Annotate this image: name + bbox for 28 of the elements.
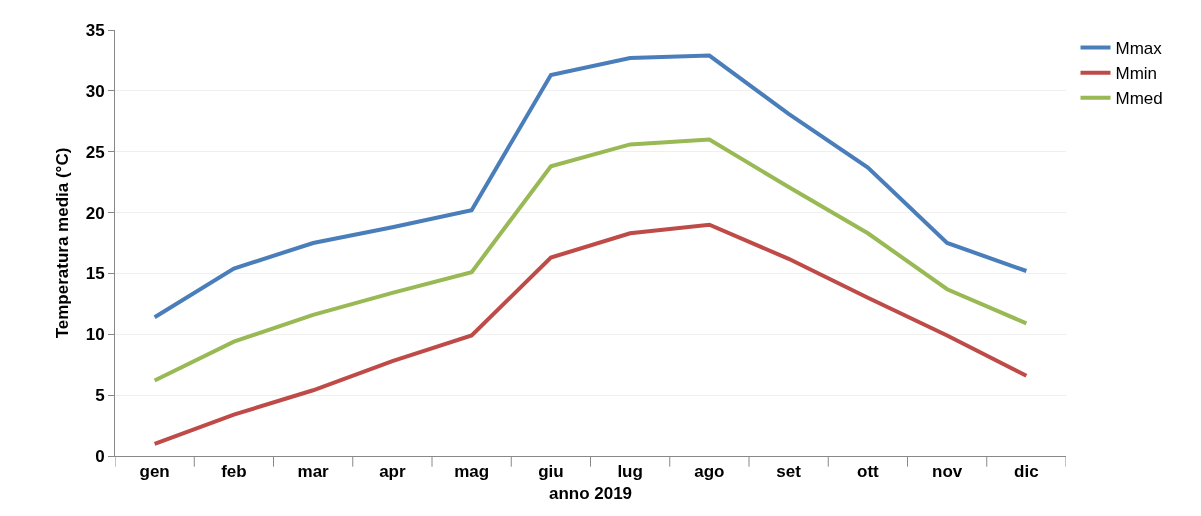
x-tick-label: nov bbox=[932, 462, 963, 482]
x-tick-label: giu bbox=[538, 462, 564, 482]
x-tick-label: gen bbox=[139, 462, 170, 482]
x-tick-label: set bbox=[776, 462, 802, 482]
y-tick-label: 10 bbox=[85, 325, 105, 345]
y-tick-label: 30 bbox=[85, 81, 105, 101]
line-series bbox=[152, 222, 1029, 446]
legend-label: Mmin bbox=[1115, 64, 1158, 84]
x-tick-label: apr bbox=[379, 462, 406, 482]
line-series bbox=[152, 53, 1029, 320]
x-tick-label: feb bbox=[221, 462, 247, 482]
legend-label: Mmax bbox=[1115, 39, 1163, 59]
x-tick-label: lug bbox=[617, 462, 643, 482]
x-tick-label: ago bbox=[694, 462, 725, 482]
y-tick-label: 5 bbox=[95, 386, 105, 406]
y-tick-label: 0 bbox=[95, 446, 105, 466]
x-tick-label: ott bbox=[857, 462, 880, 482]
legend-label: Mmed bbox=[1115, 89, 1163, 109]
y-axis-title: Temperatura media (°C) bbox=[53, 147, 73, 339]
line-series bbox=[152, 137, 1029, 383]
y-tick-label: 15 bbox=[85, 264, 105, 284]
x-tick-label: dic bbox=[1014, 462, 1039, 482]
y-tick-label: 20 bbox=[85, 203, 105, 223]
x-tick-label: mag bbox=[454, 462, 490, 482]
x-axis-title: anno 2019 bbox=[548, 483, 633, 503]
y-tick-label: 35 bbox=[85, 20, 105, 40]
x-tick-label: mar bbox=[297, 462, 330, 482]
y-tick-label: 25 bbox=[85, 142, 105, 162]
